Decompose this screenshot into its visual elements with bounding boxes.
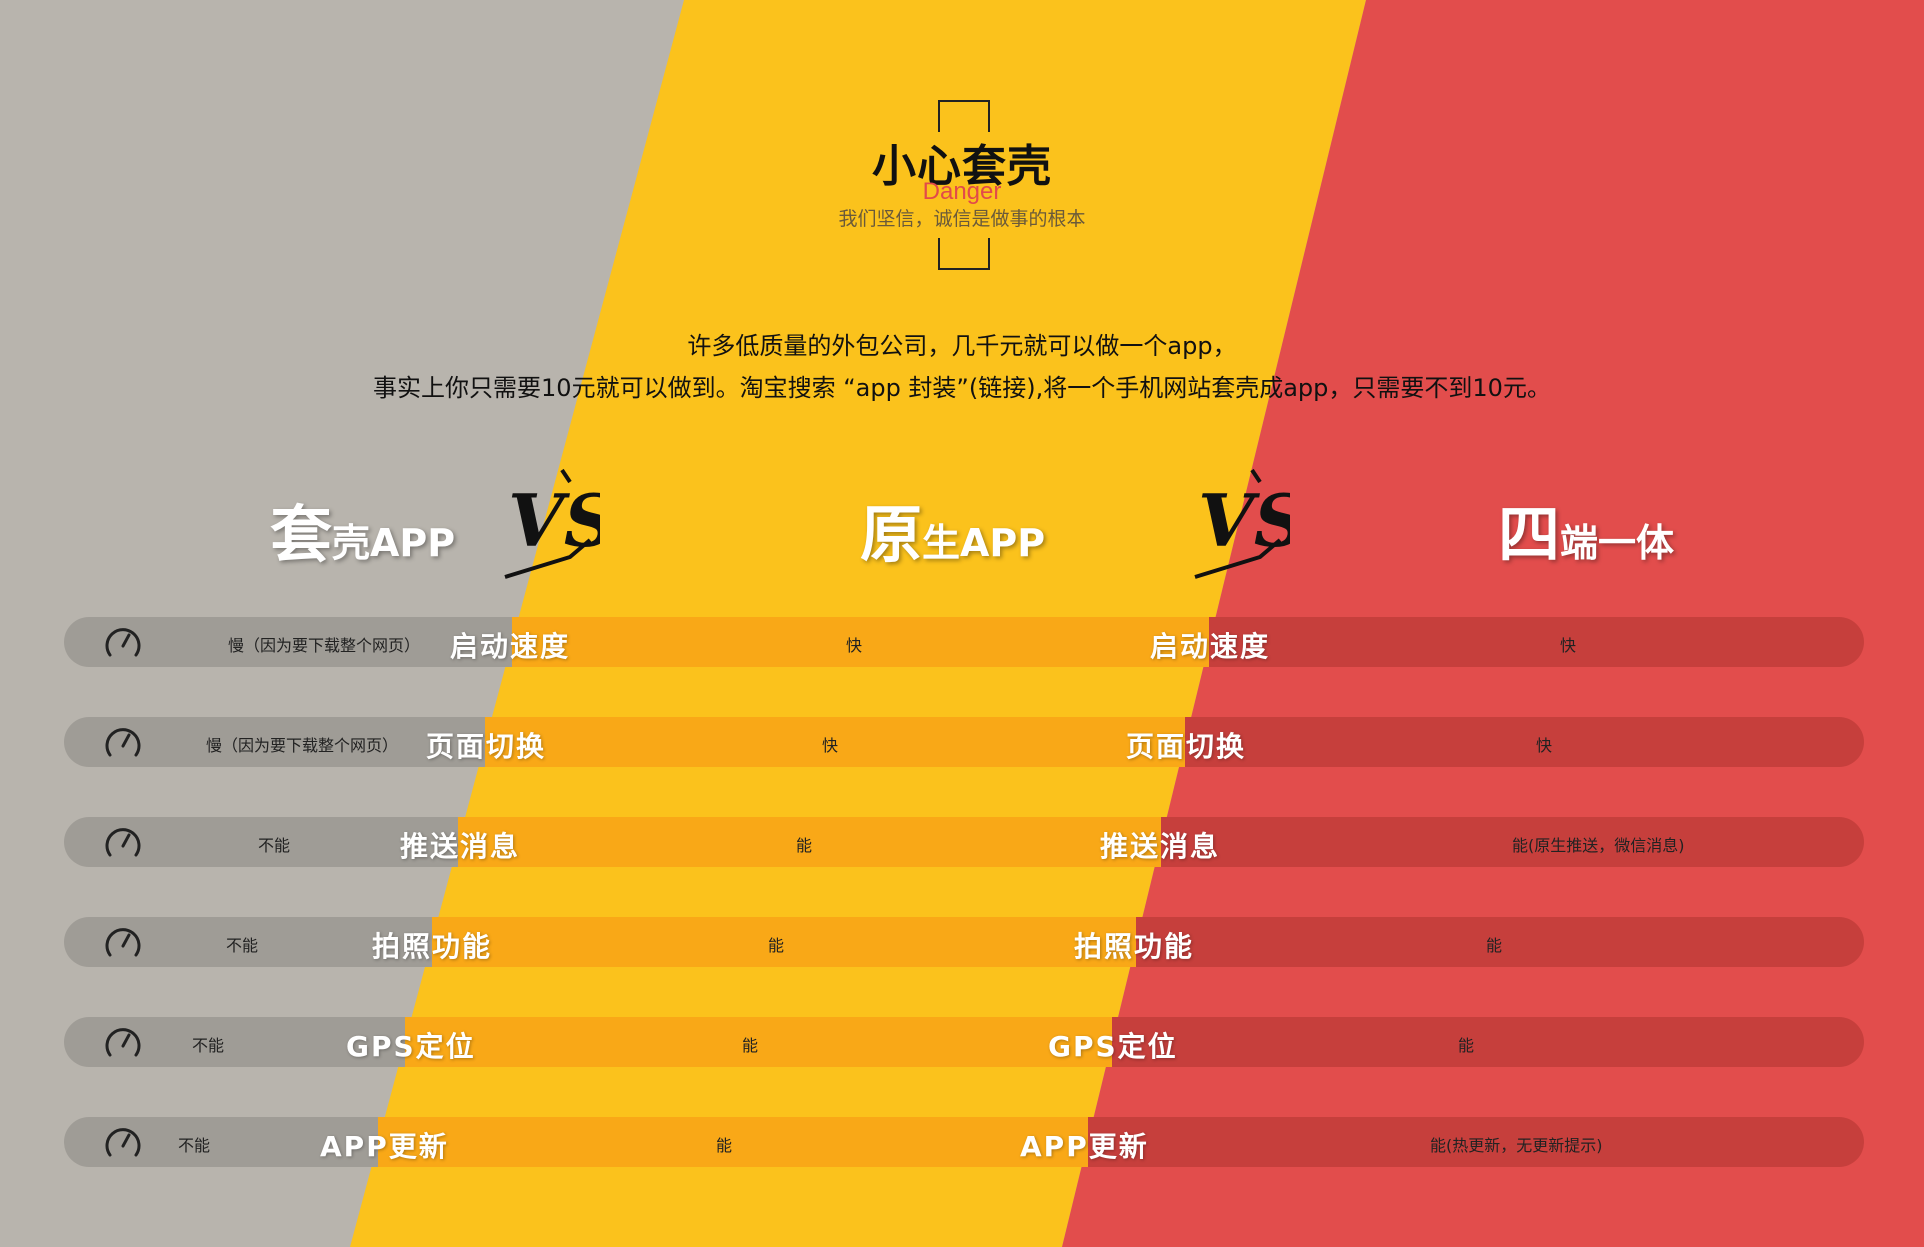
- comparison-row: [64, 1017, 1864, 1067]
- comparison-row: [64, 917, 1864, 967]
- speedometer-icon: [105, 1028, 141, 1057]
- row-band: [1160, 817, 1864, 867]
- row-band: [378, 1117, 1088, 1167]
- column-heading-small: 壳APP: [332, 521, 456, 565]
- vs-emblem: VS: [1194, 468, 1290, 579]
- column-heading-big: 四: [1498, 498, 1561, 571]
- row-band: [1185, 717, 1864, 767]
- comparison-row: [64, 1117, 1864, 1167]
- feature-label: 页面切换: [426, 730, 547, 763]
- speedometer-icon: [105, 728, 141, 757]
- feature-label: 启动速度: [1150, 630, 1271, 663]
- feature-label: GPS定位: [1048, 1030, 1178, 1063]
- four-in-one-value: 能: [1486, 936, 1503, 955]
- row-band: [1111, 1017, 1864, 1067]
- feature-label: 拍照功能: [1074, 930, 1195, 963]
- native-app-value: 能: [742, 1036, 759, 1055]
- column-heading-small: 端一体: [1560, 521, 1675, 565]
- feature-label: 推送消息: [400, 830, 521, 863]
- intro-line-1: 许多低质量的外包公司，几千元就可以做一个app，: [687, 332, 1237, 360]
- row-band: [458, 817, 1161, 867]
- row-band: [64, 817, 459, 867]
- shell-app-value: 慢（因为要下载整个网页）: [206, 736, 399, 755]
- row-band: [1209, 617, 1864, 667]
- feature-label: 推送消息: [1100, 830, 1221, 863]
- speedometer-icon: [105, 928, 141, 957]
- feature-label: APP更新: [1020, 1130, 1149, 1163]
- row-band: [485, 717, 1186, 767]
- title-bracket-top: [938, 100, 990, 132]
- four-in-one-value: 快: [1560, 636, 1577, 655]
- native-app-value: 能: [716, 1136, 733, 1155]
- feature-label: 启动速度: [450, 630, 571, 663]
- motto-text: 我们坚信，诚信是做事的根本: [838, 208, 1086, 230]
- column-heading-big: 套: [270, 498, 333, 571]
- speedometer-icon: [105, 1128, 141, 1157]
- shell-app-value: 不能: [192, 1036, 225, 1055]
- intro-line-2: 事实上你只需要10元就可以做到。淘宝搜索 “app 封装”(链接),将一个手机网…: [373, 374, 1551, 402]
- shell-app-value: 不能: [258, 836, 291, 855]
- row-band: [404, 1017, 1112, 1067]
- speedometer-icon: [105, 828, 141, 857]
- column-heading-shell-app: 套壳APP: [270, 484, 455, 574]
- comparison-row: [64, 617, 1864, 667]
- feature-label: APP更新: [320, 1130, 449, 1163]
- four-in-one-value: 能(热更新，无更新提示): [1430, 1136, 1603, 1155]
- row-band: [64, 1017, 405, 1067]
- feature-label: 页面切换: [1126, 730, 1247, 763]
- row-band: [431, 917, 1137, 967]
- four-in-one-value: 快: [1536, 736, 1553, 755]
- shell-app-value: 不能: [178, 1136, 211, 1155]
- native-app-value: 快: [822, 736, 839, 755]
- vs-emblem-text: VS: [1198, 478, 1290, 563]
- row-band: [64, 1117, 379, 1167]
- column-heading-four-in-one: 四端一体: [1498, 484, 1674, 574]
- shell-app-value: 不能: [226, 936, 259, 955]
- feature-label: 拍照功能: [372, 930, 493, 963]
- title-bracket-bottom: [938, 238, 990, 270]
- row-band: [64, 717, 486, 767]
- shell-app-value: 慢（因为要下载整个网页）: [228, 636, 421, 655]
- native-app-value: 快: [846, 636, 863, 655]
- speedometer-icon: [105, 628, 141, 657]
- column-heading-small: 生APP: [922, 521, 1046, 565]
- row-band: [1087, 1117, 1864, 1167]
- column-heading-big: 原: [860, 498, 923, 571]
- native-app-value: 能: [796, 836, 813, 855]
- column-heading-native-app: 原生APP: [860, 484, 1045, 574]
- row-band: [1136, 917, 1864, 967]
- vs-emblem: VS: [504, 468, 600, 579]
- feature-label: GPS定位: [346, 1030, 476, 1063]
- comparison-row: [64, 717, 1864, 767]
- danger-subtitle: Danger: [922, 178, 1002, 205]
- row-band: [512, 617, 1210, 667]
- native-app-value: 能: [768, 936, 785, 955]
- comparison-row: [64, 817, 1864, 867]
- four-in-one-value: 能(原生推送，微信消息): [1512, 836, 1685, 855]
- four-in-one-value: 能: [1458, 1036, 1475, 1055]
- page-title: 小心套壳: [872, 141, 1052, 192]
- vs-emblem-text: VS: [508, 478, 600, 563]
